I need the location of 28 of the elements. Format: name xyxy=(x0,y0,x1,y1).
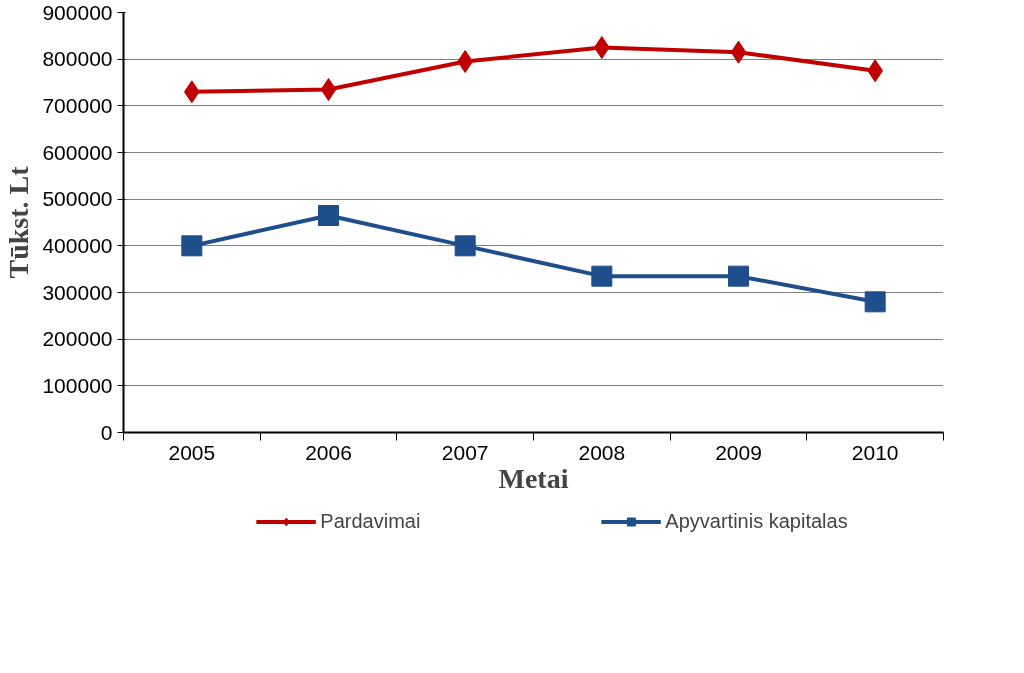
point xyxy=(730,40,747,64)
x-tick-label: 2009 xyxy=(715,440,762,464)
x-tick-label: 2008 xyxy=(578,440,626,464)
x-tick-label: 2005 xyxy=(168,440,216,464)
point xyxy=(728,265,749,287)
y-axis-title: Tūkst. Lt xyxy=(3,165,35,279)
y-tick-label: 600000 xyxy=(42,140,113,164)
point xyxy=(320,78,337,101)
point xyxy=(181,235,203,257)
y-tick-label: 300000 xyxy=(42,280,113,304)
y-tick-label: 0 xyxy=(100,420,113,444)
point xyxy=(454,235,476,257)
y-tick-label: 500000 xyxy=(42,187,113,211)
x-tick-label: 2006 xyxy=(305,440,352,464)
x-axis-title: Metai xyxy=(498,462,569,494)
y-tick-label: 200000 xyxy=(42,327,113,351)
y-tick-label: 400000 xyxy=(42,233,113,257)
y-tick-label: 800000 xyxy=(42,47,113,71)
point xyxy=(318,205,339,226)
legend-label: Apyvartinis kapitalas xyxy=(665,509,848,533)
point xyxy=(864,291,886,313)
x-tick-label: 2010 xyxy=(851,440,899,464)
y-tick-label: 900000 xyxy=(42,0,113,24)
y-tick-label: 100000 xyxy=(42,373,113,397)
legend-label: Pardavimai xyxy=(320,509,421,533)
y-tick-label: 700000 xyxy=(42,93,113,117)
point xyxy=(591,265,613,287)
x-tick-label: 2007 xyxy=(441,440,489,464)
